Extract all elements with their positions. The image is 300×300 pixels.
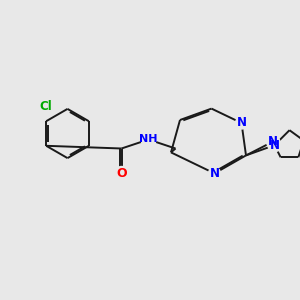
Text: N: N: [209, 167, 220, 180]
Text: N: N: [236, 116, 247, 130]
Circle shape: [236, 117, 247, 129]
Text: Cl: Cl: [40, 100, 52, 113]
Circle shape: [115, 167, 128, 180]
Text: N: N: [268, 135, 278, 148]
Text: O: O: [116, 167, 127, 180]
Circle shape: [268, 139, 281, 152]
Text: N: N: [269, 139, 280, 152]
Text: NH: NH: [139, 134, 158, 145]
Circle shape: [208, 167, 220, 179]
Circle shape: [141, 132, 156, 147]
Circle shape: [266, 135, 280, 148]
